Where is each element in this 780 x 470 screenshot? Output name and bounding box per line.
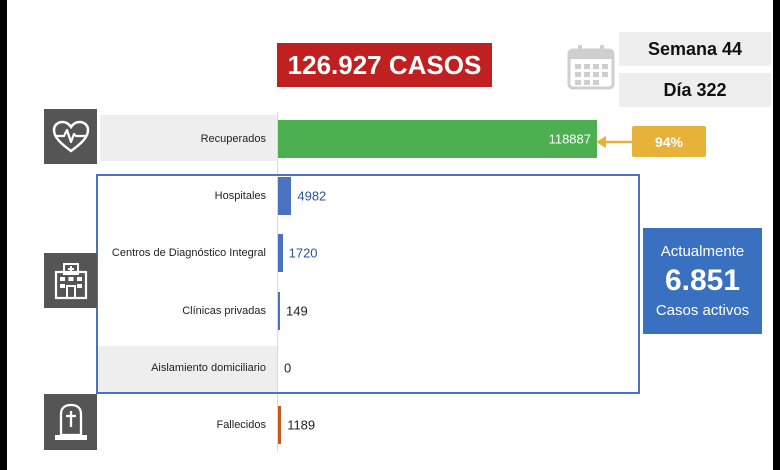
calendar-icon [567, 45, 615, 90]
share-pointer-arrow [596, 136, 636, 148]
value-label-recovered: 118887 [548, 131, 591, 147]
deceased-icon-tile [44, 394, 97, 450]
active-cases-panel: Actualmente 6.851 Casos activos [643, 228, 762, 334]
active-cases-value: 6.851 [664, 264, 741, 297]
category-label-deceased: Fallecidos [216, 419, 266, 431]
hospital-icon-tile [44, 253, 97, 308]
left-frame-edge [0, 0, 7, 470]
bar-hospitals [278, 177, 292, 215]
recovered-icon-tile [44, 109, 97, 164]
category-label-home-isolation: Aislamiento domiciliario [151, 362, 266, 374]
category-label-recovered: Recuperados [200, 133, 266, 145]
day-indicator: Día 322 [619, 73, 771, 107]
active-cases-frame [96, 174, 640, 394]
bar-deceased [278, 406, 282, 444]
value-label-cdi: 1720 [288, 245, 318, 261]
category-label-cdi: Centros de Diagnóstico Integral [111, 247, 266, 259]
total-cases-banner: 126.927 CASOS [277, 43, 492, 87]
heart-pulse-icon [52, 120, 89, 153]
value-label-home-isolation: 0 [284, 360, 292, 376]
category-label-private-clinics: Clínicas privadas [182, 305, 266, 317]
active-cases-subtitle: Casos activos [655, 302, 750, 319]
isolation-label-band [98, 346, 277, 392]
category-label-hospitals: Hospitales [214, 190, 266, 202]
recovered-share-badge: 94% [632, 126, 706, 157]
bar-recovered [278, 120, 597, 158]
category-axis-line [277, 112, 278, 452]
bar-private-clinics [278, 292, 280, 330]
recovered-label-band [100, 115, 277, 161]
value-label-private-clinics: 149 [286, 303, 308, 319]
value-label-deceased: 1189 [287, 417, 316, 433]
right-frame-edge [773, 0, 780, 470]
active-cases-heading: Actualmente [660, 243, 745, 260]
hospital-icon [54, 262, 87, 299]
bar-cdi [278, 234, 283, 272]
week-indicator: Semana 44 [619, 32, 771, 66]
tombstone-icon [54, 403, 87, 440]
value-label-hospitals: 4982 [297, 188, 327, 204]
